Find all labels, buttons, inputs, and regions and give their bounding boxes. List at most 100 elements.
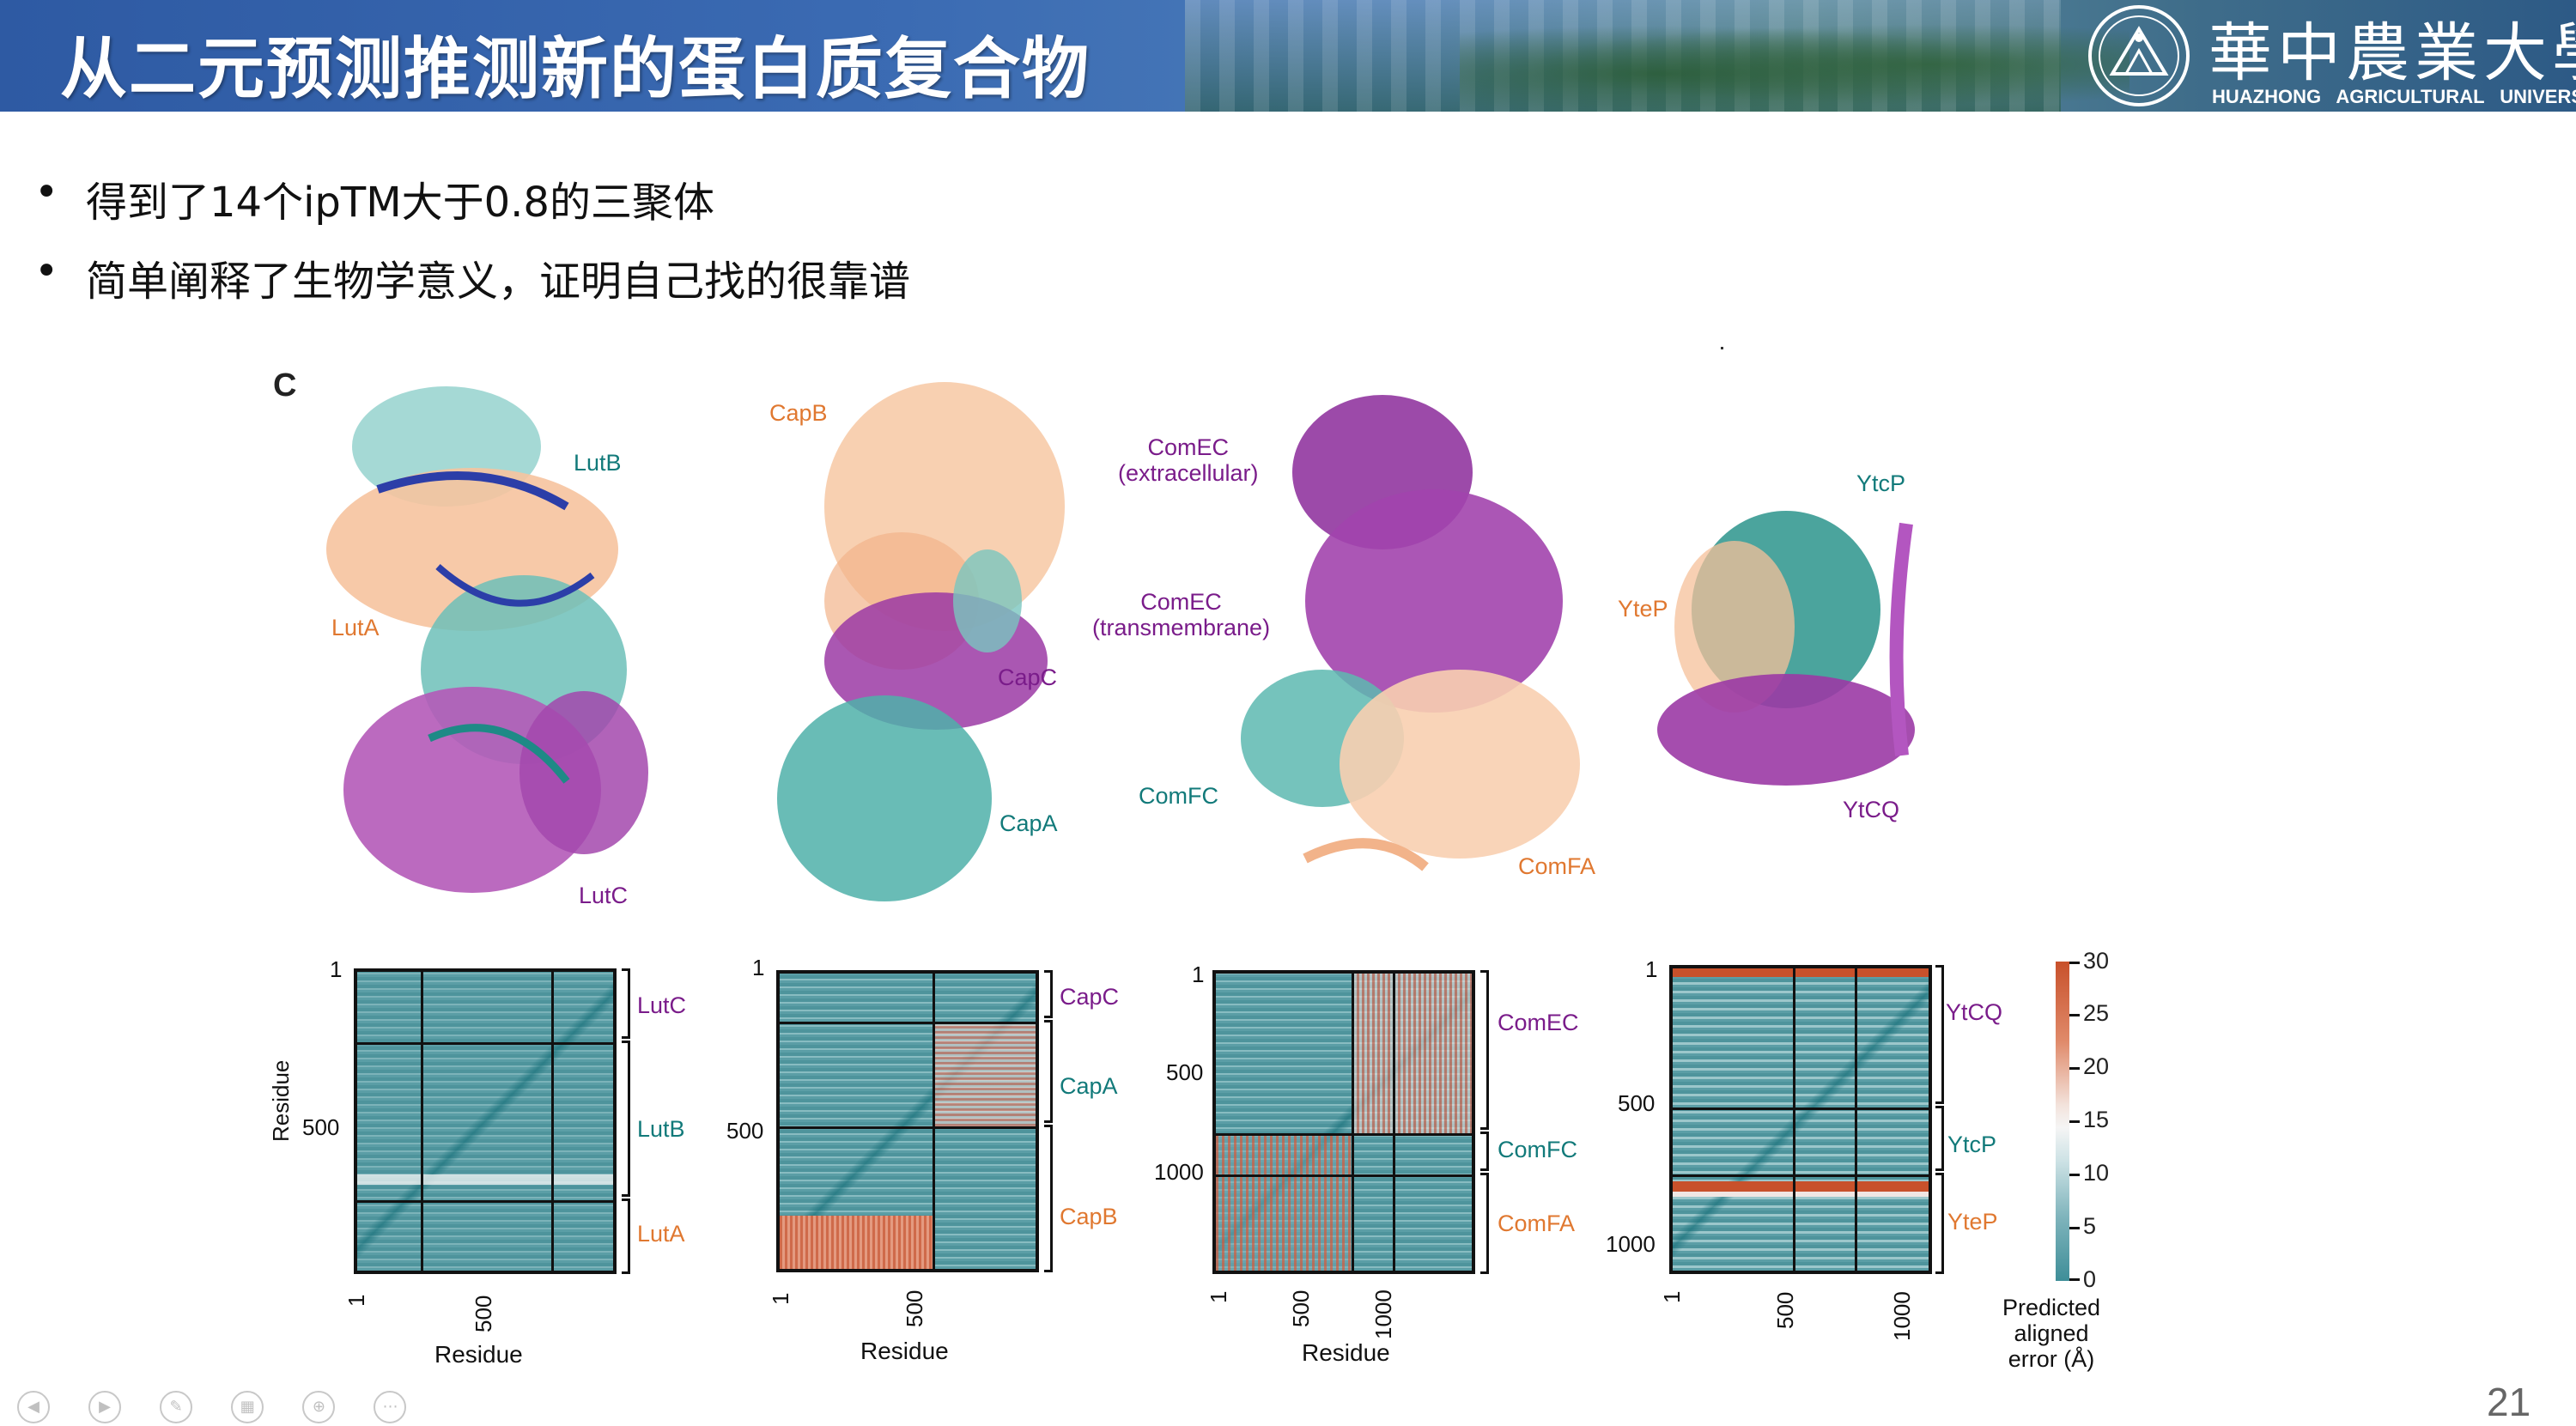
- y-tick: 1: [1192, 962, 1205, 987]
- bullet-dot-icon: •: [34, 168, 59, 216]
- x-tick: 500: [471, 1295, 496, 1332]
- slide-overview-icon[interactable]: ▦: [231, 1391, 264, 1423]
- axis-label-x: Residue: [860, 1338, 949, 1364]
- y-tick: 500: [726, 1118, 764, 1144]
- bracket: [1935, 1173, 1944, 1274]
- colorbar-label: 30: [2083, 948, 2110, 974]
- bracket: [1935, 965, 1944, 1104]
- slideshow-toolbar: ◀ ▶ ✎ ▦ ⊕ ⋯: [17, 1391, 440, 1423]
- cap-complex-structure-image: [777, 382, 1065, 901]
- row-label: LutC: [637, 992, 687, 1018]
- x-tick: 500: [1772, 1291, 1798, 1329]
- x-tick: 500: [902, 1289, 927, 1327]
- structure-label: CapC: [998, 664, 1058, 690]
- colorbar-label: 20: [2083, 1053, 2110, 1079]
- x-tick: 1: [1659, 1290, 1685, 1303]
- bracket: [1935, 1106, 1944, 1171]
- y-tick: 500: [1166, 1059, 1204, 1085]
- pae-colorbar: [2056, 962, 2069, 1281]
- y-tick: 1: [330, 956, 343, 982]
- colorbar-tick: [2069, 962, 2080, 964]
- bracket: [622, 1198, 630, 1274]
- structure-label: CapB: [769, 400, 828, 426]
- x-tick: 500: [1288, 1289, 1314, 1327]
- ytc-complex-structure-image: [1657, 511, 1915, 786]
- bullet-dot-icon: •: [34, 247, 59, 295]
- colorbar-label: 10: [2083, 1160, 2110, 1186]
- page-number: 21: [2487, 1380, 2531, 1424]
- bracket: [1044, 1020, 1053, 1123]
- bullet-text: 得到了14个ipTM大于0.8的三聚体: [86, 179, 714, 227]
- banner-trees-image: [1460, 17, 2129, 112]
- x-tick: 1: [343, 1294, 369, 1307]
- x-tick: 1000: [1889, 1291, 1915, 1341]
- y-tick: 500: [302, 1114, 340, 1140]
- pae-heatmap: [354, 968, 617, 1274]
- x-tick: 1000: [1370, 1289, 1396, 1339]
- structure-label: ComEC (transmembrane): [1092, 589, 1271, 640]
- axis-label-y: Residue: [268, 1059, 294, 1142]
- more-options-icon[interactable]: ⋯: [374, 1391, 407, 1423]
- x-tick: 1: [768, 1292, 793, 1305]
- row-label: CapB: [1060, 1204, 1118, 1229]
- colorbar-tick: [2069, 1174, 2080, 1176]
- bracket: [1480, 970, 1489, 1130]
- row-label: ComFA: [1498, 1211, 1576, 1236]
- university-name-cn: 華中農業大學: [2208, 16, 2576, 90]
- structure-label: LutC: [579, 883, 629, 908]
- row-label: CapA: [1060, 1073, 1118, 1099]
- pae-heatmap: [776, 970, 1039, 1272]
- bracket: [622, 1041, 630, 1197]
- colorbar-title: Predicted aligned error (Å): [2002, 1295, 2101, 1372]
- y-tick: 1000: [1606, 1231, 1656, 1257]
- row-label: YtCQ: [1946, 999, 2003, 1025]
- y-tick: 500: [1618, 1090, 1656, 1116]
- axis-label-x: Residue: [434, 1341, 523, 1368]
- next-slide-icon[interactable]: ▶: [88, 1391, 122, 1423]
- y-tick: 1000: [1154, 1159, 1204, 1185]
- structure-label: LutB: [574, 450, 622, 476]
- zoom-icon[interactable]: ⊕: [302, 1391, 336, 1423]
- bracket: [622, 968, 630, 1039]
- panel-label: C: [273, 367, 297, 404]
- colorbar-label: 0: [2083, 1266, 2097, 1292]
- colorbar-label: 15: [2083, 1107, 2110, 1132]
- axis-label-x: Residue: [1302, 1339, 1390, 1366]
- university-seal-icon: [2088, 5, 2190, 106]
- colorbar-tick: [2069, 1014, 2080, 1016]
- structure-label: LutA: [331, 615, 380, 640]
- bullet-text: 简单阐释了生物学意义，证明自己找的很靠谱: [86, 258, 911, 306]
- row-label: ComEC: [1498, 1010, 1579, 1035]
- stray-dot: [1721, 347, 1723, 349]
- structure-label: ComEC (extracellular): [1118, 434, 1259, 486]
- structure-label: CapA: [999, 810, 1058, 836]
- slide-title: 从二元预测推测新的蛋白质复合物: [60, 31, 1091, 108]
- colorbar-label: 25: [2083, 1000, 2110, 1026]
- row-label: ComFC: [1498, 1137, 1577, 1162]
- pen-icon[interactable]: ✎: [160, 1391, 193, 1423]
- bracket: [1044, 970, 1053, 1018]
- colorbar-tick: [2069, 1120, 2080, 1123]
- bracket: [1480, 1173, 1489, 1274]
- colorbar-tick: [2069, 1227, 2080, 1229]
- structure-label: ComFC: [1139, 783, 1218, 809]
- structure-label: YtCQ: [1843, 797, 1900, 822]
- colorbar-tick: [2069, 1278, 2080, 1281]
- structure-label: YtcP: [1856, 470, 1906, 496]
- com-complex-structure-image: [1241, 395, 1580, 871]
- row-label: LutA: [637, 1221, 685, 1247]
- structure-label: YteP: [1618, 596, 1668, 622]
- y-tick: 1: [1645, 956, 1658, 982]
- bracket: [1044, 1125, 1053, 1272]
- bracket: [1480, 1132, 1489, 1171]
- row-label: LutB: [637, 1116, 685, 1142]
- previous-slide-icon[interactable]: ◀: [17, 1391, 50, 1423]
- lut-complex-structure-image: [326, 386, 648, 893]
- row-label: YtcP: [1947, 1132, 1997, 1157]
- colorbar-label: 5: [2083, 1213, 2097, 1239]
- colorbar-tick: [2069, 1067, 2080, 1070]
- header-banner: 从二元预测推测新的蛋白质复合物 華中農業大學 HUAZHONG AGRICULT…: [0, 0, 2576, 112]
- row-label: CapC: [1060, 984, 1120, 1010]
- x-tick: 1: [1206, 1290, 1231, 1303]
